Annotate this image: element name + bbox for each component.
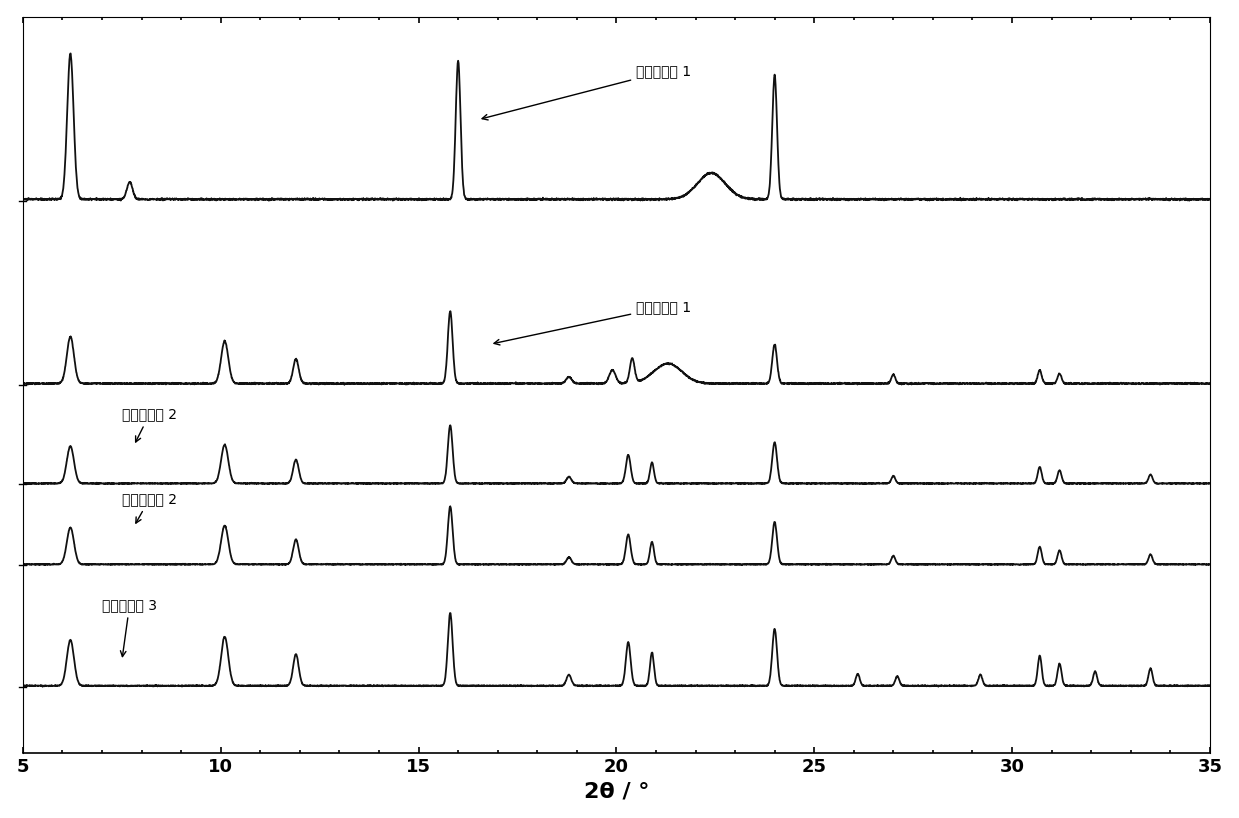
X-axis label: 2θ / °: 2θ / ° [584, 781, 649, 802]
Text: 制备对比例 2: 制备对比例 2 [121, 492, 177, 524]
Text: 制备对比例 1: 制备对比例 1 [482, 65, 691, 120]
Text: 制备实施例 1: 制备实施例 1 [494, 300, 691, 345]
Text: 制备对比例 3: 制备对比例 3 [102, 598, 157, 657]
Text: 制备实施例 2: 制备实施例 2 [121, 407, 177, 442]
